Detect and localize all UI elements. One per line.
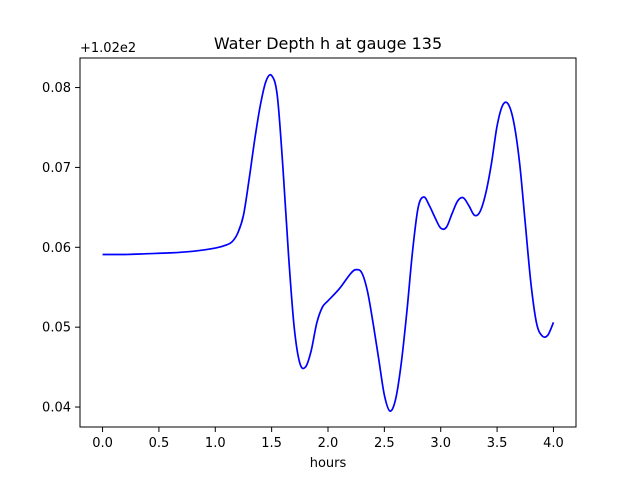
series-line-0: [102, 73, 555, 412]
x-tick-label: 0.0: [92, 436, 113, 451]
y-tick-label: 0.07: [42, 161, 71, 176]
series-layer: [102, 73, 555, 412]
y-tick-label: 0.05: [42, 321, 71, 336]
y-tick-label: 0.04: [42, 401, 71, 416]
x-axis-label: hours: [310, 456, 347, 471]
x-axis: 0.0 0.5 1.0 1.5 2.0 2.5 3.0 3.5 4.0: [92, 427, 564, 451]
x-tick-label: 1.0: [205, 436, 226, 451]
x-tick-label: 1.5: [261, 436, 282, 451]
x-tick-label: 3.5: [487, 436, 508, 451]
y-tick-label: 0.08: [42, 81, 71, 96]
chart-title: Water Depth h at gauge 135: [214, 34, 442, 53]
x-tick-label: 2.5: [374, 436, 395, 451]
x-tick-label: 3.0: [430, 436, 451, 451]
x-tick-label: 4.0: [543, 436, 564, 451]
x-tick-label: 2.0: [318, 436, 339, 451]
y-tick-label: 0.06: [42, 241, 71, 256]
plot-area-frame: [79, 57, 577, 428]
y-axis: 0.04 0.05 0.06 0.07 0.08: [42, 81, 80, 416]
y-axis-offset-label: +1.02e2: [80, 41, 136, 56]
x-tick-label: 0.5: [149, 436, 170, 451]
